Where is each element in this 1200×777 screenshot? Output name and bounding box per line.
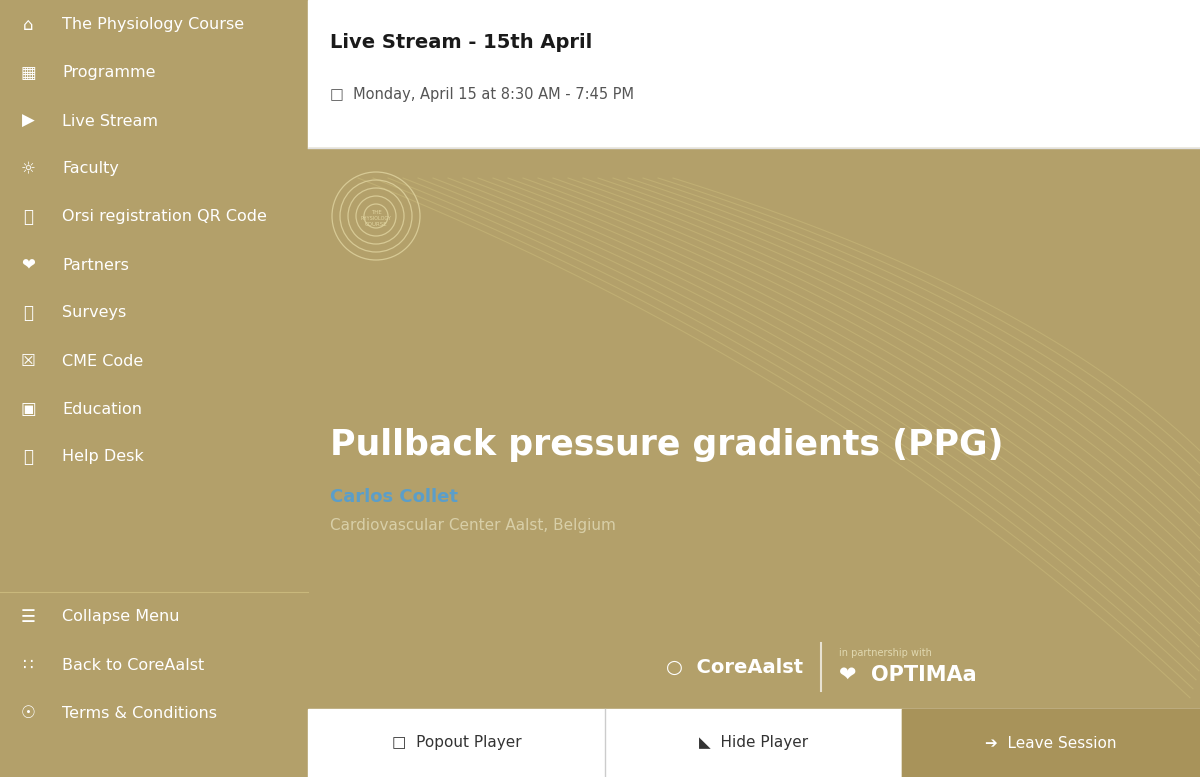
Text: Surveys: Surveys: [62, 305, 126, 320]
Text: Live Stream: Live Stream: [62, 113, 158, 128]
Text: ⌂: ⌂: [23, 16, 34, 34]
Text: □  Popout Player: □ Popout Player: [391, 736, 521, 751]
Text: THE: THE: [371, 210, 382, 214]
Text: The Physiology Course: The Physiology Course: [62, 18, 244, 33]
Text: Help Desk: Help Desk: [62, 450, 144, 465]
Text: ∷: ∷: [23, 656, 34, 674]
Text: ☒: ☒: [20, 352, 36, 370]
Text: ◣  Hide Player: ◣ Hide Player: [698, 736, 808, 751]
Text: ⌗: ⌗: [23, 208, 34, 226]
Bar: [308, 709, 1200, 777]
Text: Carlos Collet: Carlos Collet: [330, 488, 458, 507]
Bar: [0, 0, 308, 777]
Bar: [308, 148, 1200, 709]
Text: ❓: ❓: [23, 448, 34, 466]
Text: COURSE: COURSE: [365, 221, 388, 227]
Text: ☼: ☼: [20, 160, 36, 178]
Text: Faculty: Faculty: [62, 162, 119, 176]
Text: ○  CoreAalst: ○ CoreAalst: [666, 657, 803, 677]
Text: ⎕: ⎕: [23, 304, 34, 322]
Text: ▣: ▣: [20, 400, 36, 418]
Text: Orsi registration QR Code: Orsi registration QR Code: [62, 210, 266, 225]
Bar: [902, 709, 1200, 777]
Text: Collapse Menu: Collapse Menu: [62, 609, 180, 625]
Text: ▶: ▶: [22, 112, 35, 130]
Text: Live Stream - 15th April: Live Stream - 15th April: [330, 33, 593, 51]
Text: ➔  Leave Session: ➔ Leave Session: [985, 736, 1116, 751]
Text: Terms & Conditions: Terms & Conditions: [62, 706, 217, 720]
Text: Cardiovascular Center Aalst, Belgium: Cardiovascular Center Aalst, Belgium: [330, 517, 616, 533]
Text: PHYSIOLOGY: PHYSIOLOGY: [360, 215, 391, 221]
Text: □  Monday, April 15 at 8:30 AM - 7:45 PM: □ Monday, April 15 at 8:30 AM - 7:45 PM: [330, 88, 634, 103]
Text: CME Code: CME Code: [62, 354, 143, 368]
Text: in partnership with: in partnership with: [839, 648, 931, 658]
Text: Pullback pressure gradients (PPG): Pullback pressure gradients (PPG): [330, 428, 1003, 462]
Text: Education: Education: [62, 402, 142, 416]
Text: ▦: ▦: [20, 64, 36, 82]
Text: ☰: ☰: [20, 608, 36, 626]
Text: ❤  OPTIMAa: ❤ OPTIMAa: [839, 665, 977, 685]
Text: Partners: Partners: [62, 257, 128, 273]
Text: Back to CoreAalst: Back to CoreAalst: [62, 657, 204, 673]
Text: Programme: Programme: [62, 65, 156, 81]
Bar: [308, 0, 1200, 148]
Text: ☉: ☉: [20, 704, 36, 722]
Text: ❤: ❤: [22, 256, 35, 274]
